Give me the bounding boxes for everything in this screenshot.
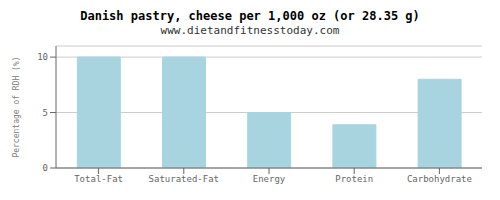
svg-text:5: 5 (43, 108, 48, 118)
svg-text:Protein: Protein (335, 174, 373, 184)
svg-text:0: 0 (43, 163, 48, 173)
html-text:Danish pastry, cheese per 1,00: Danish pastry, cheese per 1,000 oz (or 2… (80, 9, 420, 23)
svg-text:Energy: Energy (253, 174, 286, 184)
svg-text:Percentage of RDH (%): Percentage of RDH (%) (12, 56, 21, 157)
svg-text:Carbohydrate: Carbohydrate (407, 174, 472, 184)
html-text:www.dietandfitnesstoday.com: www.dietandfitnesstoday.com (160, 24, 340, 37)
svg-text:10: 10 (37, 52, 48, 62)
svg-text:Saturated-Fat: Saturated-Fat (149, 174, 219, 184)
svg-text:Total-Fat: Total-Fat (74, 174, 123, 184)
